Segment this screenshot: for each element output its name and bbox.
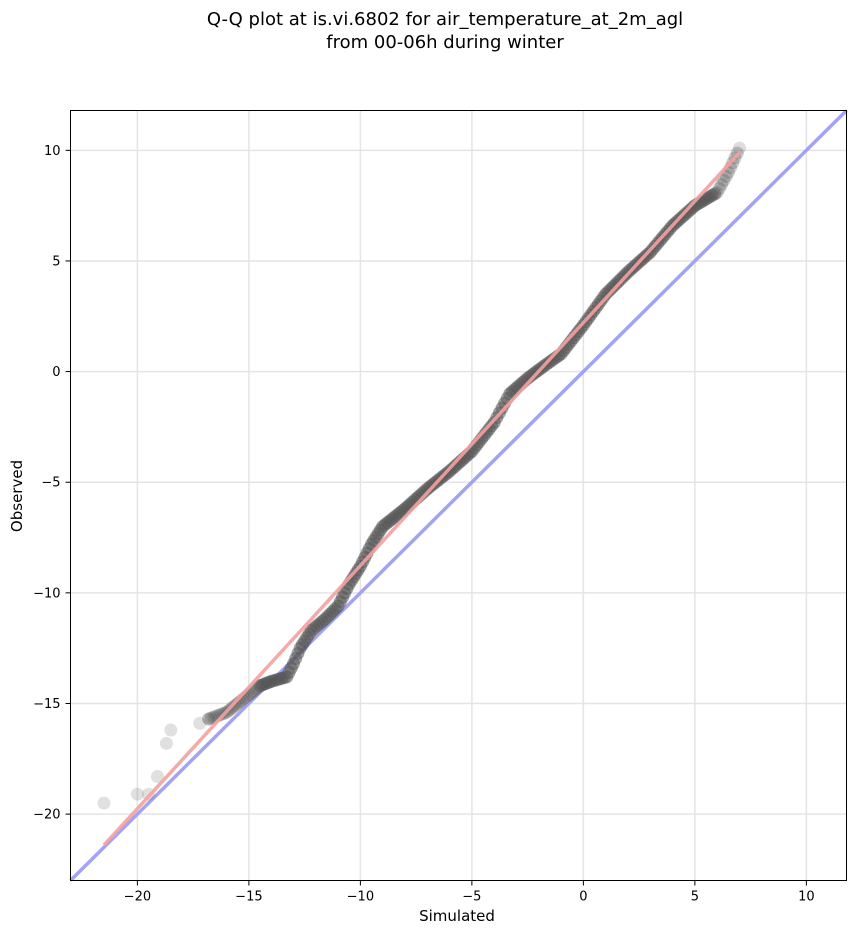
plot-area-frame: [70, 110, 847, 881]
qq-point: [732, 141, 746, 155]
gridlines: [70, 110, 847, 881]
chart-title-line-1: Q-Q plot at is.vi.6802 for air_temperatu…: [207, 9, 683, 30]
y-tick-label: 5: [52, 254, 60, 269]
qq-point: [726, 156, 740, 170]
y-tick-label: 0: [52, 365, 60, 380]
y-tick-label: −15: [33, 697, 60, 712]
x-tick-label: 10: [798, 890, 815, 905]
qq-point: [202, 712, 216, 726]
y-tick-label: −20: [33, 808, 60, 823]
y-tick-label: 10: [44, 144, 61, 159]
qq-point: [715, 177, 729, 191]
qq-point: [193, 716, 207, 730]
reference-lines: [69, 109, 848, 882]
y-tick-label: −5: [41, 476, 60, 491]
chart-title-line-2: from 00-06h during winter: [326, 32, 564, 53]
y-tick-label: −10: [33, 586, 60, 601]
qq-point: [204, 711, 218, 725]
qq-point: [97, 796, 111, 810]
x-axis-label: Simulated: [419, 907, 495, 925]
x-tick-label: −20: [124, 890, 151, 905]
identity-line: [69, 109, 848, 882]
qq-point: [164, 723, 178, 737]
x-tick-label: 0: [579, 890, 587, 905]
qq-point: [710, 185, 724, 199]
axis-ticks: −20 −15 −10 −5 0 5 10 −20 −15 −10 −5 0 5 10: [33, 144, 815, 905]
qq-point: [231, 696, 245, 710]
x-tick-label: −15: [235, 890, 262, 905]
qq-point: [712, 181, 726, 195]
qq-point: [202, 712, 216, 726]
x-tick-label: −10: [347, 890, 374, 905]
y-axis-label: Observed: [8, 460, 26, 532]
x-tick-label: −5: [462, 890, 481, 905]
fit-line: [102, 151, 741, 847]
qq-point: [150, 770, 164, 784]
quantile-points: [97, 141, 746, 810]
qq-point: [159, 736, 173, 750]
qq-point: [130, 787, 144, 801]
qq-point: [229, 698, 243, 712]
qq-point: [708, 187, 722, 201]
qq-point: [717, 173, 731, 187]
x-tick-label: 5: [691, 890, 699, 905]
